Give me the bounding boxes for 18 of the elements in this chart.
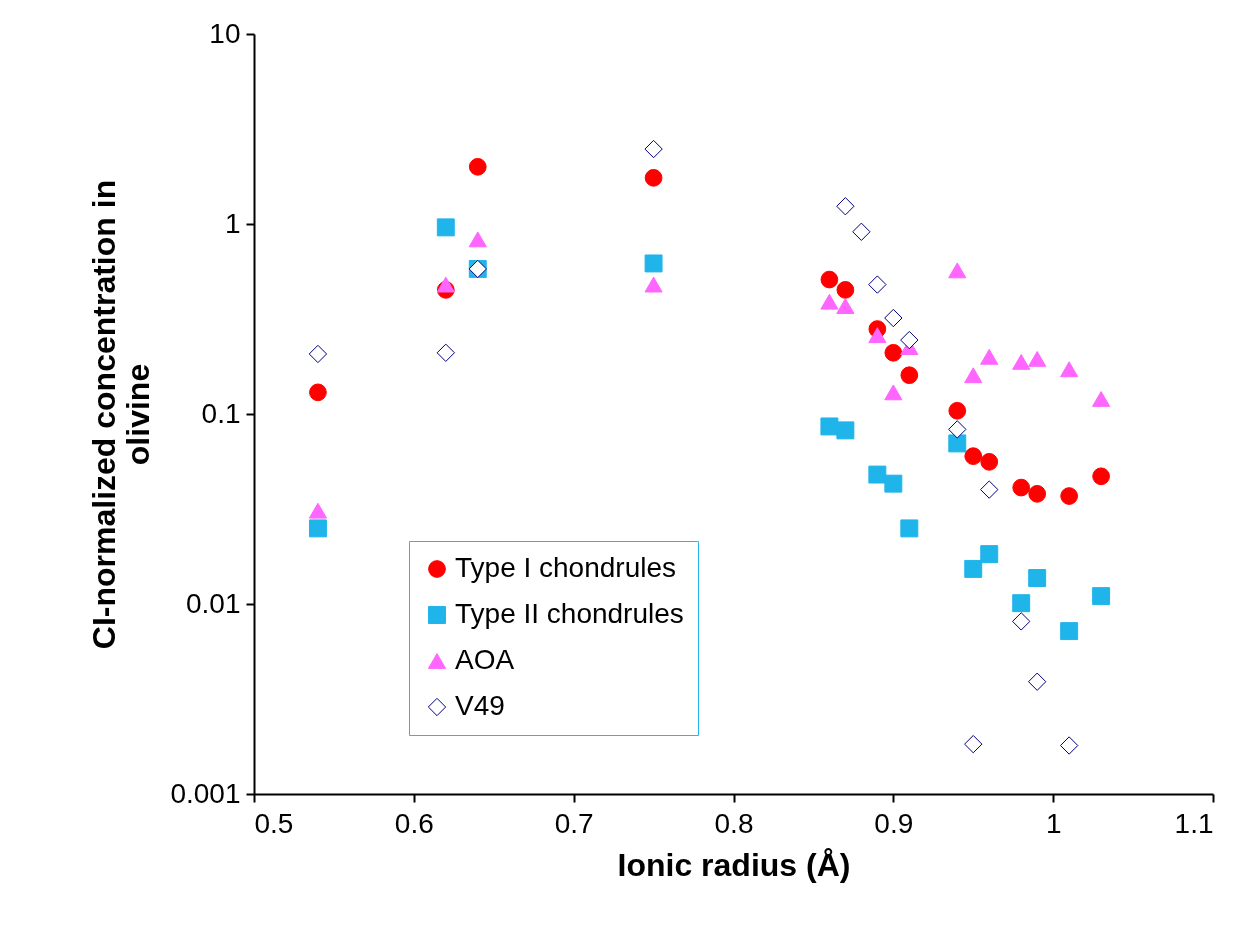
legend-label: V49	[455, 690, 505, 721]
y-tick-label: 10	[209, 17, 241, 49]
legend-label: AOA	[455, 644, 515, 675]
x-tick-label: 1.1	[1174, 807, 1214, 839]
y-tick-label: 1	[224, 207, 241, 239]
x-axis-title: Ionic radius (Å)	[617, 846, 851, 883]
x-tick-label: 1	[1045, 807, 1062, 839]
y-tick-label: 0.01	[186, 587, 241, 619]
y-tick-label: 0.1	[201, 397, 241, 429]
x-tick-label: 0.7	[554, 807, 594, 839]
x-tick-label: 0.8	[714, 807, 754, 839]
x-tick-label: 0.9	[874, 807, 914, 839]
y-axis-title: CI-normalized concentration in olivine	[86, 179, 157, 650]
legend-label: Type I chondrules	[455, 552, 677, 583]
y-tick-label: 0.001	[170, 777, 241, 809]
x-tick-label: 0.5	[254, 807, 294, 839]
legend-label: Type II chondrules	[455, 598, 684, 629]
x-tick-label: 0.6	[394, 807, 434, 839]
